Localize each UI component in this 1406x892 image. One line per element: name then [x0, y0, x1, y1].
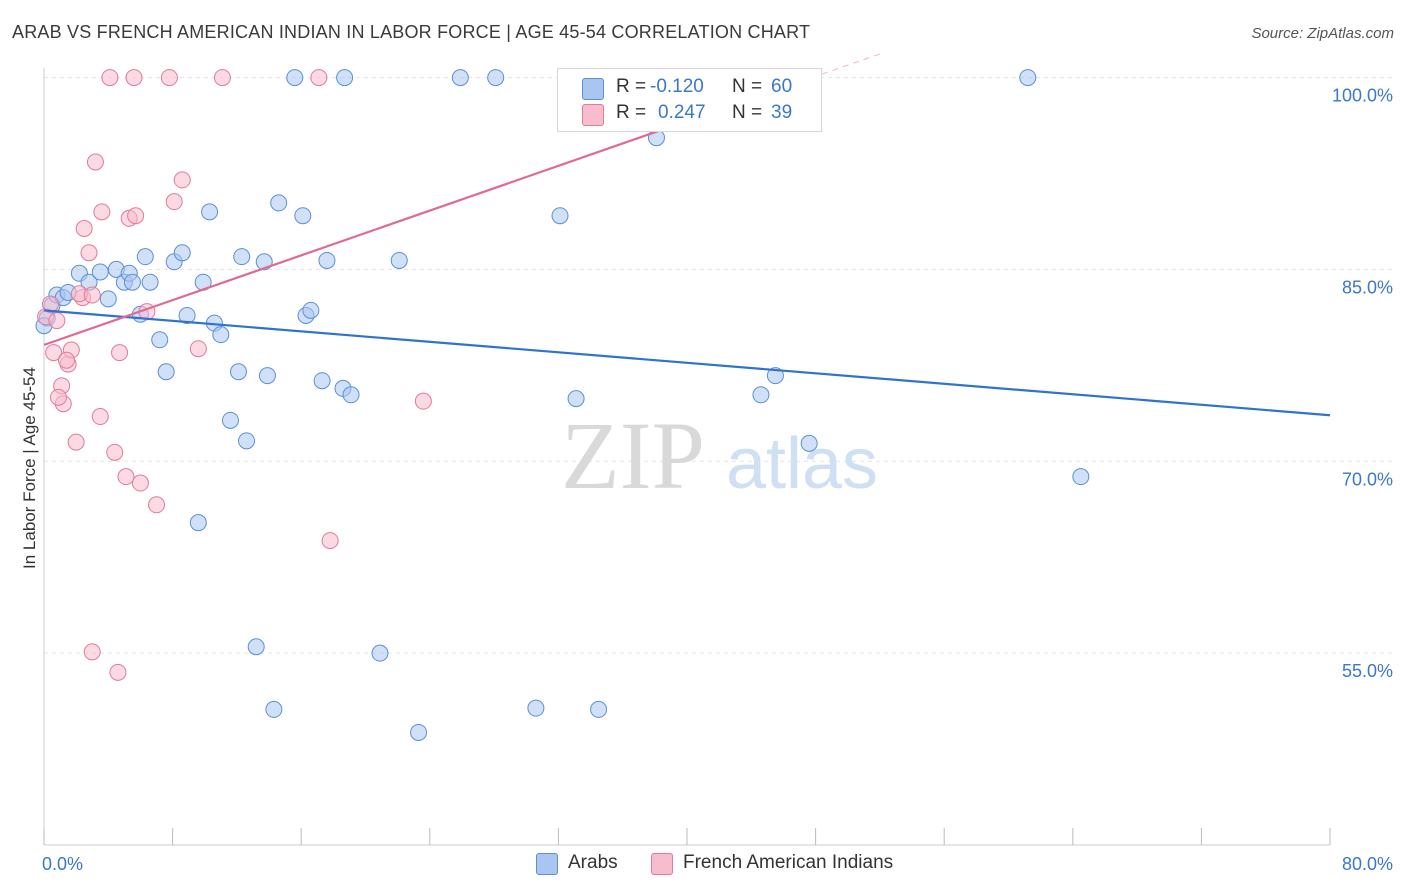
point-french-american-indians — [80, 244, 98, 262]
point-arabs — [302, 301, 320, 319]
legend-n-label: N = — [732, 76, 763, 97]
point-french-american-indians — [165, 193, 183, 211]
legend-swatch-french-american-indians — [582, 104, 604, 126]
trendline-arabs — [43, 309, 1331, 417]
legend-r-label: R = — [616, 76, 647, 97]
point-french-american-indians — [106, 443, 124, 461]
point-french-american-indians — [83, 643, 101, 661]
point-french-american-indians — [101, 69, 119, 87]
legend-n-value-french-american-indians: 39 — [771, 102, 793, 123]
point-arabs — [551, 207, 569, 225]
point-french-american-indians — [83, 286, 101, 304]
point-french-american-indians — [117, 468, 135, 486]
point-arabs — [233, 248, 251, 266]
point-arabs — [487, 69, 505, 87]
point-arabs — [752, 386, 770, 404]
point-french-american-indians — [321, 532, 339, 550]
point-french-american-indians — [58, 351, 76, 369]
source-label: Source: ZipAtlas.com — [1251, 25, 1394, 42]
point-arabs — [258, 367, 276, 385]
correlation-legend: R = -0.120 N = 60 R = 0.247 N = 39 — [557, 68, 822, 132]
point-arabs — [123, 273, 141, 291]
point-arabs — [201, 203, 219, 221]
point-arabs — [1019, 69, 1037, 87]
point-french-american-indians — [93, 203, 111, 221]
point-arabs — [91, 263, 109, 281]
point-arabs — [212, 326, 230, 344]
point-arabs — [800, 434, 818, 452]
point-french-american-indians — [125, 69, 143, 87]
point-arabs — [451, 69, 469, 87]
point-french-american-indians — [148, 496, 166, 514]
point-arabs — [318, 251, 336, 269]
point-arabs — [230, 363, 248, 381]
point-french-american-indians — [48, 312, 66, 330]
y-tick-label: 85.0% — [1342, 277, 1393, 297]
watermark-atlas: atlas — [726, 424, 878, 504]
legend-r-label: R = — [616, 102, 647, 123]
legend-swatch-arabs — [582, 78, 604, 100]
bottom-legend-swatch-arabs — [536, 853, 558, 875]
y-axis-label: In Labor Force | Age 45-54 — [20, 367, 39, 569]
point-french-american-indians — [127, 207, 145, 225]
point-arabs — [151, 331, 169, 349]
point-arabs — [238, 432, 256, 450]
point-arabs — [390, 251, 408, 269]
y-tick-label: 100.0% — [1332, 86, 1393, 106]
point-arabs — [313, 372, 331, 390]
point-french-american-indians — [173, 171, 191, 189]
point-arabs — [141, 273, 159, 291]
point-french-american-indians — [67, 433, 85, 451]
chart-title: ARAB VS FRENCH AMERICAN INDIAN IN LABOR … — [12, 22, 811, 42]
point-arabs — [766, 367, 784, 385]
point-arabs — [567, 390, 585, 408]
point-arabs — [527, 699, 545, 717]
point-arabs — [336, 69, 354, 87]
legend-n-label: N = — [732, 102, 763, 123]
bottom-legend-swatch-french-american-indians — [651, 853, 673, 875]
point-arabs — [178, 306, 196, 324]
point-arabs — [189, 514, 207, 532]
point-arabs — [99, 290, 117, 308]
legend-n-value-arabs: 60 — [771, 76, 793, 97]
point-french-american-indians — [49, 388, 67, 406]
point-french-american-indians — [414, 392, 432, 410]
x-tick-label-min: 0.0% — [42, 854, 83, 874]
y-tick-label: 55.0% — [1342, 661, 1393, 681]
x-tick-label-max: 80.0% — [1342, 854, 1393, 874]
point-arabs — [590, 700, 608, 718]
legend-r-value-french-american-indians: 0.247 — [658, 102, 706, 123]
point-arabs — [265, 700, 283, 718]
point-arabs — [157, 363, 175, 381]
point-arabs — [221, 411, 239, 429]
watermark-zip: ZIP — [561, 402, 705, 509]
point-arabs — [173, 244, 191, 262]
point-french-american-indians — [75, 220, 93, 238]
point-arabs — [136, 248, 154, 266]
y-tick-label: 70.0% — [1342, 469, 1393, 489]
point-french-american-indians — [310, 69, 328, 87]
point-french-american-indians — [111, 344, 129, 362]
point-arabs — [294, 207, 312, 225]
bottom-legend-label-french-american-indians: French American Indians — [683, 852, 894, 873]
point-french-american-indians — [213, 69, 231, 87]
point-arabs — [410, 723, 428, 741]
point-french-american-indians — [131, 474, 149, 492]
point-arabs — [342, 386, 360, 404]
point-french-american-indians — [91, 408, 109, 426]
point-arabs — [286, 69, 304, 87]
point-french-american-indians — [86, 153, 104, 171]
point-arabs — [270, 194, 288, 212]
point-french-american-indians — [160, 69, 178, 87]
point-arabs — [1072, 468, 1090, 486]
point-french-american-indians — [45, 344, 63, 362]
point-arabs — [247, 638, 265, 656]
point-french-american-indians — [189, 340, 207, 358]
point-french-american-indians — [109, 663, 127, 681]
bottom-legend-label-arabs: Arabs — [568, 852, 618, 873]
legend-r-value-arabs: -0.120 — [650, 76, 704, 97]
point-arabs — [371, 644, 389, 662]
trendline-french-american-indians — [43, 120, 688, 346]
